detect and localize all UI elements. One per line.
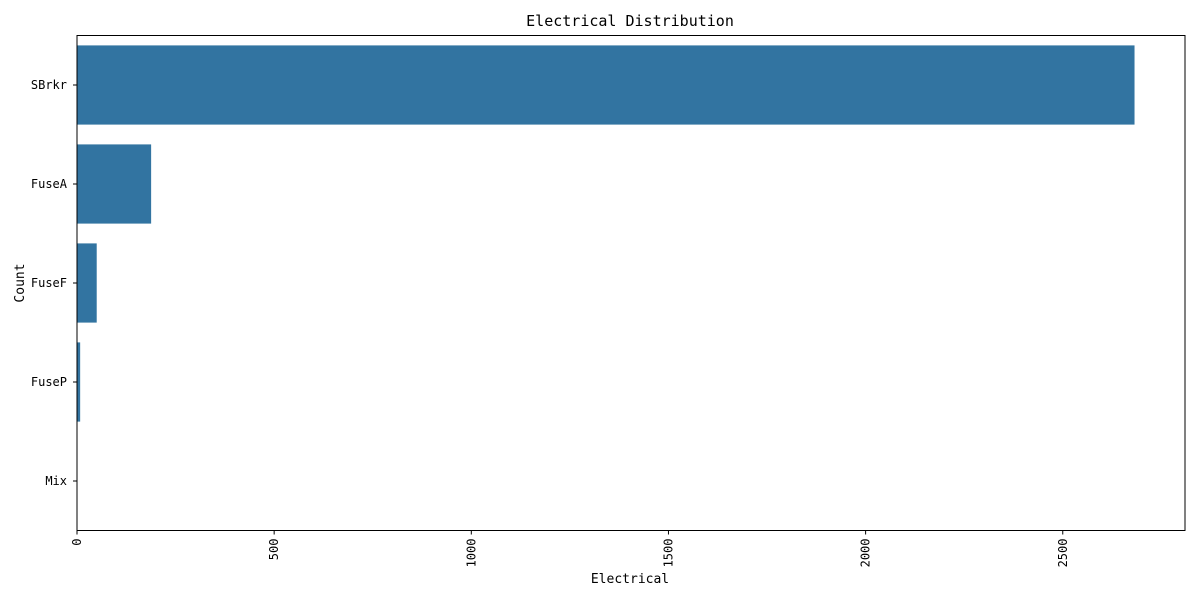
x-tick-label: 2500: [1056, 539, 1070, 568]
bar-fusep: [77, 342, 81, 422]
x-axis-label: Electrical: [591, 572, 669, 587]
x-tick-label: 0: [70, 539, 84, 546]
y-tick-label: FuseF: [31, 276, 67, 290]
bar-sbrkr: [77, 45, 1135, 125]
y-axis-ticks: SBrkr FuseA FuseF FuseP Mix: [31, 78, 77, 488]
bar-fusef: [77, 243, 97, 323]
bar-fusea: [77, 144, 152, 224]
x-axis-ticks: 0 500 1000 1500 2000 2500: [70, 530, 1070, 568]
y-tick-label: Mix: [45, 474, 67, 488]
x-tick-label: 500: [267, 539, 281, 561]
y-tick-label: FuseA: [31, 177, 68, 191]
y-axis-label: Count: [13, 263, 28, 302]
plot-frame: [76, 35, 1186, 531]
x-tick-label: 1000: [464, 539, 478, 568]
chart-title: Electrical Distribution: [526, 12, 734, 30]
bars-layer: [77, 45, 1135, 521]
x-tick-label: 1500: [661, 539, 675, 568]
y-tick-label: SBrkr: [31, 78, 67, 92]
x-tick-label: 2000: [859, 539, 873, 568]
y-tick-label: FuseP: [31, 375, 67, 389]
